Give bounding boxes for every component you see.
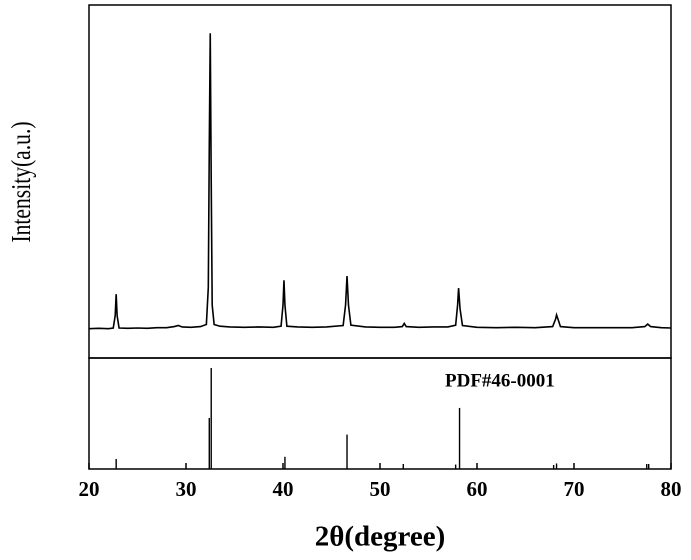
x-tick-label: 30 [176, 477, 197, 501]
x-tick-label: 40 [273, 477, 294, 501]
top-frame [89, 5, 671, 358]
bottom-frame [89, 358, 671, 469]
x-tick-label: 70 [564, 477, 585, 501]
x-tick-label: 20 [79, 477, 100, 501]
x-tick-label: 60 [467, 477, 488, 501]
annotation: PDF#46-0001 [445, 370, 555, 391]
x-tick-label: 80 [661, 477, 682, 501]
x-axis-label: 2θ(degree) [315, 521, 446, 553]
y-axis-label: Intensity(a.u.) [7, 121, 37, 242]
chart: Intensity(a.u.) 2θ(degree) PDF#46-0001 2… [0, 0, 691, 560]
xrd-line [89, 33, 671, 328]
x-tick-label: 50 [370, 477, 391, 501]
